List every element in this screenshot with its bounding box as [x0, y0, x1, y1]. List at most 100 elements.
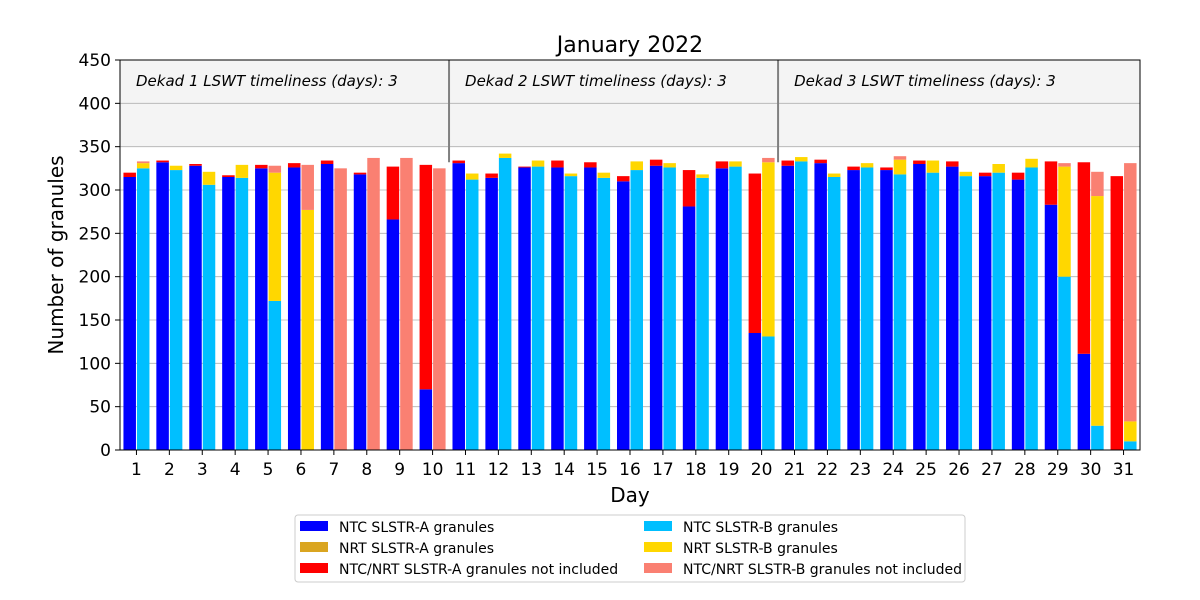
- bar-segment-a_not: [222, 175, 235, 177]
- bar-segment-a_ntc: [847, 170, 860, 451]
- bar-segment-a_ntc: [946, 166, 959, 450]
- x-tick-label: 19: [718, 460, 740, 480]
- x-tick-label: 16: [619, 460, 641, 480]
- bar-segment-a_not: [386, 166, 400, 220]
- bar-segment-b_not: [433, 168, 446, 451]
- bar-segment-b_nrt: [827, 173, 841, 177]
- bar-segment-b_ntc: [1025, 167, 1038, 450]
- bar-segment-b_nrt: [959, 171, 973, 177]
- bar-segment-a_ntc: [814, 163, 827, 450]
- y-tick-label: 100: [79, 354, 111, 374]
- bar-segment-a_not: [880, 167, 893, 171]
- dekad-separators: [448, 60, 780, 163]
- bar-segment-a_not: [584, 162, 597, 168]
- bar-segment-a_ntc: [649, 165, 663, 450]
- bar-segment-a_not: [551, 160, 564, 168]
- x-tick-label: 11: [455, 460, 477, 480]
- bar-segment-a_not: [913, 160, 926, 164]
- chart-title: January 2022: [555, 33, 703, 58]
- bar-segment-b_ntc: [268, 300, 282, 450]
- dekad-label: Dekad 3 LSWT timeliness (days): 3: [794, 72, 1056, 90]
- bar-segment-a_not: [419, 164, 433, 390]
- bar-segment-b_not: [1124, 163, 1137, 422]
- bar-segment-a_not: [649, 159, 663, 166]
- bar-segment-a_ntc: [1077, 353, 1091, 450]
- bar-segment-b_ntc: [531, 166, 545, 450]
- bar-segment-a_ntc: [452, 163, 465, 450]
- bar-segment-a_not: [978, 172, 992, 177]
- x-tick-label: 28: [1014, 460, 1036, 480]
- y-axis-label: Number of granules: [44, 155, 68, 354]
- bar-segment-a_not: [353, 172, 367, 175]
- legend-frame: [294, 514, 966, 583]
- x-tick-label: 6: [296, 460, 307, 480]
- bar-segment-b_ntc: [762, 336, 775, 450]
- y-tick-label: 50: [89, 398, 111, 418]
- bar-segment-b_ntc: [1058, 276, 1071, 450]
- bar-segment-b_ntc: [498, 157, 512, 450]
- bar-segment-a_ntc: [419, 389, 433, 450]
- bar-segment-b_nrt: [268, 172, 282, 301]
- bar-segment-b_nrt: [235, 164, 249, 178]
- bar-segment-a_ntc: [551, 167, 564, 450]
- bar-segment-b_not: [268, 165, 282, 173]
- bar-segment-a_ntc: [748, 333, 762, 450]
- bar-segment-b_nrt: [301, 209, 314, 450]
- legend-label-a_nrt: NRT SLSTR-A granules: [339, 541, 494, 557]
- bar-segment-b_nrt: [630, 161, 643, 171]
- bar-segment-a_ntc: [123, 177, 136, 450]
- bar-segment-b_ntc: [235, 177, 249, 450]
- x-tick-label: 10: [422, 460, 444, 480]
- x-tick-label: 3: [197, 460, 208, 480]
- x-tick-label: 4: [230, 460, 241, 480]
- y-tick-label: 300: [79, 181, 111, 201]
- bar-segment-a_ntc: [287, 167, 301, 450]
- bar-segment-b_not: [136, 161, 150, 164]
- bar-segment-a_not: [518, 166, 531, 168]
- y-tick-label: 350: [79, 138, 111, 158]
- x-tick-label: 9: [394, 460, 405, 480]
- bar-segment-a_ntc: [617, 181, 630, 451]
- bar-segment-b_nrt: [663, 163, 676, 168]
- bar-segment-b_nrt: [762, 162, 775, 337]
- x-tick-label: 20: [751, 460, 773, 480]
- x-tick-label: 25: [915, 460, 937, 480]
- bar-segment-a_not: [682, 170, 696, 207]
- bar-segment-b_ntc: [630, 170, 643, 451]
- x-tick-label: 21: [784, 460, 806, 480]
- bar-segment-b_not: [334, 168, 347, 451]
- x-tick-label: 8: [361, 460, 372, 480]
- bar-segment-b_not: [400, 157, 413, 450]
- bar-segment-a_ntc: [156, 162, 169, 450]
- x-tick-label: 5: [263, 460, 274, 480]
- bar-segment-a_not: [748, 173, 762, 333]
- bar-segment-b_nrt: [696, 174, 709, 178]
- legend-swatch-b_not: [644, 563, 672, 573]
- bar-segment-b_ntc: [564, 176, 578, 450]
- bar-segment-a_ntc: [584, 167, 597, 450]
- bars-group: [123, 153, 1137, 451]
- bar-segment-b_ntc: [860, 167, 874, 450]
- bar-segment-b_ntc: [1091, 425, 1104, 450]
- bar-segment-b_nrt: [860, 163, 874, 168]
- bar-segment-a_ntc: [189, 165, 202, 450]
- bar-segment-a_not: [847, 166, 860, 171]
- bar-segment-a_not: [485, 173, 498, 178]
- x-tick-label: 30: [1080, 460, 1102, 480]
- dekad-labels: Dekad 1 LSWT timeliness (days): 3 Dekad 2…: [136, 72, 1056, 90]
- x-tick-label: 24: [882, 460, 904, 480]
- bar-segment-b_nrt: [136, 163, 150, 169]
- x-tick-label: 23: [850, 460, 872, 480]
- bar-segment-b_nrt: [926, 160, 940, 173]
- bar-segment-b_nrt: [531, 160, 545, 167]
- bar-segment-b_nrt: [795, 157, 808, 162]
- x-tick-label: 2: [164, 460, 175, 480]
- bar-segment-b_nrt: [1058, 166, 1071, 277]
- x-tick-label: 18: [685, 460, 707, 480]
- x-tick-label: 17: [652, 460, 674, 480]
- x-tick-label: 22: [817, 460, 839, 480]
- bar-segment-b_ntc: [795, 161, 808, 450]
- legend-label-b_not: NTC/NRT SLSTR-B granules not included: [683, 562, 962, 578]
- legend-swatch-b_ntc: [644, 521, 672, 531]
